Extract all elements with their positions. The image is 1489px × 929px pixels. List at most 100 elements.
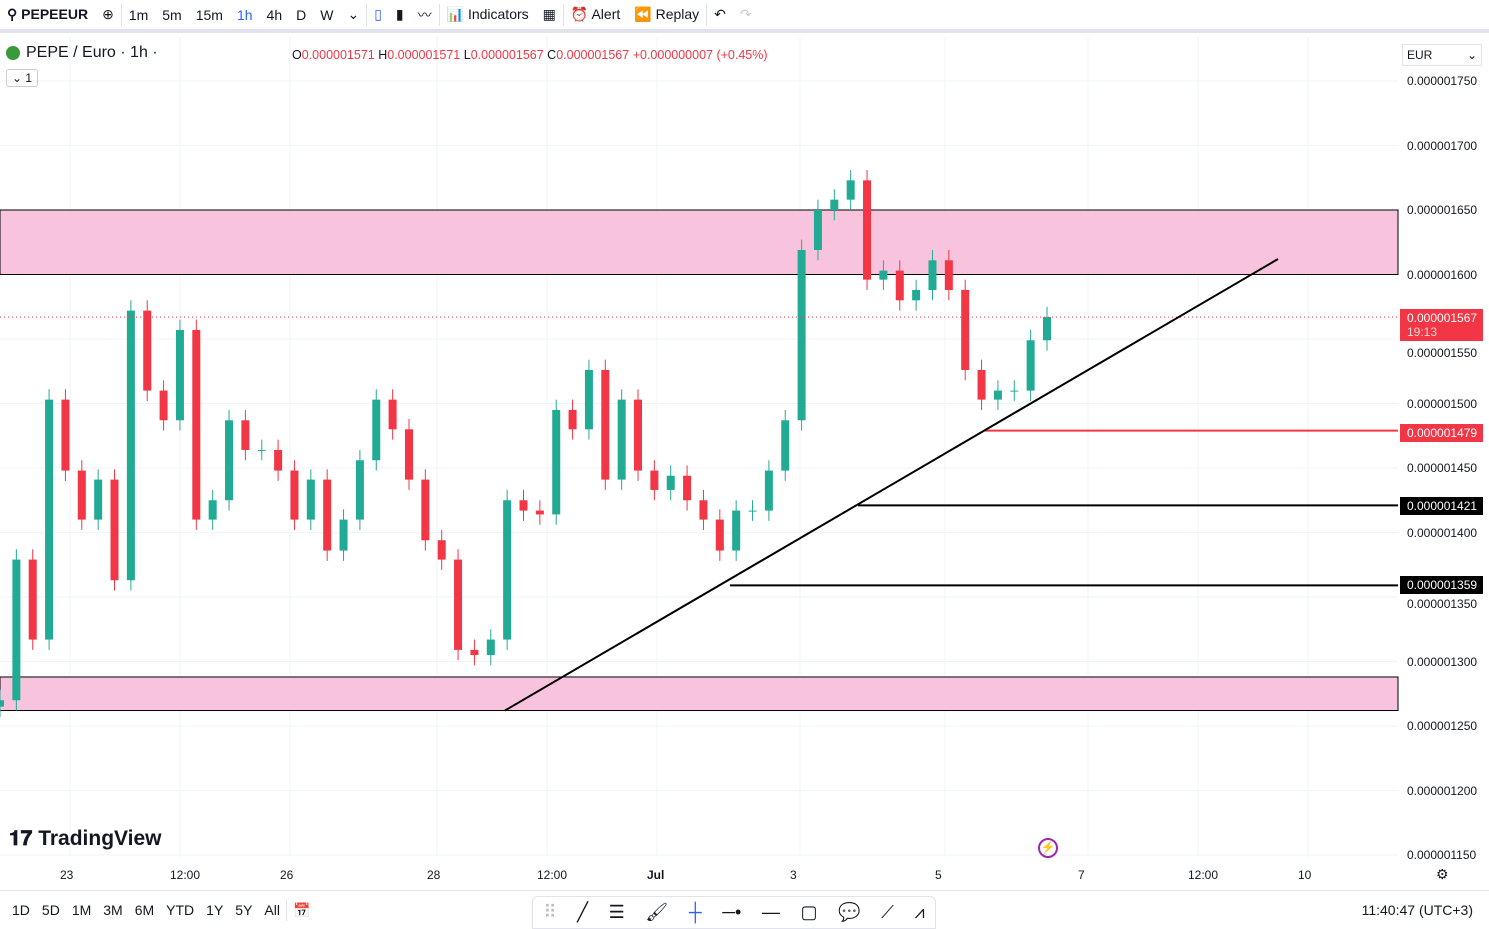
undo-icon[interactable]: ↶ — [714, 6, 726, 22]
alert-button[interactable]: ⏰ Alert — [570, 6, 621, 22]
pattern-icon[interactable]: ⩘ — [914, 902, 925, 922]
lightning-icon[interactable]: ⚡ — [1038, 838, 1058, 858]
range-6M[interactable]: 6M — [134, 902, 155, 918]
trendline[interactable] — [504, 258, 1279, 712]
candle — [159, 390, 168, 421]
candles-icon[interactable]: ▯ — [374, 6, 382, 22]
candle — [61, 399, 70, 471]
candle — [666, 475, 675, 490]
replay-button[interactable]: ⏪ Replay — [634, 6, 700, 22]
trendline-icon[interactable]: ╱ — [577, 902, 588, 922]
candle — [28, 559, 37, 640]
chevron-down-icon[interactable]: ⌄ — [347, 6, 360, 22]
range-1M[interactable]: 1M — [71, 902, 92, 918]
candle — [961, 289, 970, 370]
candle — [306, 479, 315, 520]
price-chart[interactable] — [0, 37, 1489, 890]
candle — [290, 470, 299, 520]
candle — [944, 260, 953, 290]
compare-button[interactable]: ⊕ — [102, 6, 114, 22]
drag-handle-icon[interactable]: ⠿ — [543, 902, 557, 922]
candle — [617, 399, 626, 480]
candle — [732, 510, 741, 551]
candle — [601, 369, 610, 480]
range-YTD[interactable]: YTD — [166, 902, 195, 918]
time-tick: 12:00 — [537, 868, 568, 882]
price-tick: 0.000001150 — [1407, 848, 1477, 862]
supply-demand-zone[interactable] — [0, 676, 1399, 712]
candle — [830, 199, 839, 210]
line-chart-icon[interactable]: 〰 — [417, 6, 432, 23]
horizontal-ray-icon[interactable]: ─• — [722, 902, 742, 922]
candle — [175, 329, 184, 421]
candle — [454, 559, 463, 650]
interval-4h[interactable]: 4h — [266, 6, 283, 23]
candle — [781, 420, 790, 471]
time-tick: 28 — [427, 868, 441, 882]
interval-1h[interactable]: 1h — [236, 6, 253, 23]
range-1Y[interactable]: 1Y — [206, 902, 224, 918]
interval-1m[interactable]: 1m — [128, 6, 149, 23]
interval-D[interactable]: D — [296, 6, 307, 23]
price-tick: 0.000001450 — [1407, 461, 1478, 475]
time-tick: 5 — [935, 868, 942, 882]
interval-15m[interactable]: 15m — [195, 6, 223, 23]
time-tick: 12:00 — [1188, 868, 1219, 882]
candle — [879, 270, 888, 280]
price-tick: 0.000001550 — [1407, 346, 1478, 360]
currency-select[interactable]: EUR ⌄ — [1402, 44, 1482, 66]
candle — [388, 399, 397, 430]
range-5Y[interactable]: 5Y — [235, 902, 253, 918]
pepe-logo-icon — [6, 46, 20, 60]
fib-icon[interactable]: ☰ — [608, 902, 625, 922]
indicators-button[interactable]: 📊 Indicators — [446, 6, 529, 22]
candle — [470, 649, 479, 656]
collapse-legend-button[interactable]: ⌄ 1 — [6, 69, 39, 87]
layouts-icon[interactable]: ▦ — [542, 6, 556, 22]
range-5D[interactable]: 5D — [41, 902, 60, 918]
candle — [912, 289, 921, 301]
settings-icon[interactable]: ⚙ — [1436, 866, 1449, 882]
candle — [421, 479, 430, 541]
candle — [339, 519, 348, 551]
candle — [45, 399, 54, 640]
rectangle-icon[interactable]: ▢ — [800, 902, 818, 922]
candle — [94, 479, 103, 520]
candle — [813, 210, 822, 250]
candle — [274, 449, 283, 471]
range-1D[interactable]: 1D — [12, 902, 30, 918]
range-3M[interactable]: 3M — [103, 902, 123, 918]
time-tick: Jul — [647, 868, 665, 882]
candle — [552, 409, 561, 515]
candle — [748, 510, 757, 512]
redo-icon[interactable]: ↷ — [739, 6, 752, 22]
callout-icon[interactable]: 💬 — [838, 902, 861, 922]
horizontal-line-icon[interactable]: — — [761, 902, 780, 922]
candle — [404, 429, 413, 480]
candle — [519, 500, 528, 511]
calendar-icon[interactable]: 📅 — [292, 901, 311, 918]
candle — [437, 540, 446, 560]
candle — [503, 500, 512, 640]
tradingview-logo[interactable]: 𝟏𝟕 TradingView — [9, 827, 162, 850]
supply-demand-zone[interactable] — [0, 209, 1399, 275]
candle — [372, 399, 381, 461]
candle — [584, 369, 593, 430]
candle — [1010, 390, 1019, 392]
path-icon[interactable]: ⟋ — [881, 902, 894, 922]
candle — [77, 470, 86, 520]
chart-legend: PEPE / Euro · 1h · — [6, 44, 158, 62]
interval-W[interactable]: W — [320, 6, 334, 23]
drawing-toolbar: ⠿ ╱ ☰ 🖌 ┼ ─• — ▢ 💬 ⟋ ⩘ — [532, 896, 936, 929]
range-All[interactable]: All — [264, 902, 280, 918]
level2-tag: 0.000001359 — [1400, 576, 1483, 594]
price-tick: 0.000001750 — [1407, 74, 1478, 88]
crosshair-icon[interactable]: ┼ — [688, 902, 702, 922]
interval-5m[interactable]: 5m — [162, 6, 182, 23]
bars-icon[interactable]: ▮ — [395, 6, 404, 22]
brush-icon[interactable]: 🖌 — [645, 902, 669, 922]
candle — [192, 329, 201, 520]
symbol-search[interactable]: ⚲ PEPEEUR — [7, 6, 89, 22]
candle — [355, 460, 364, 520]
candle — [650, 470, 659, 490]
